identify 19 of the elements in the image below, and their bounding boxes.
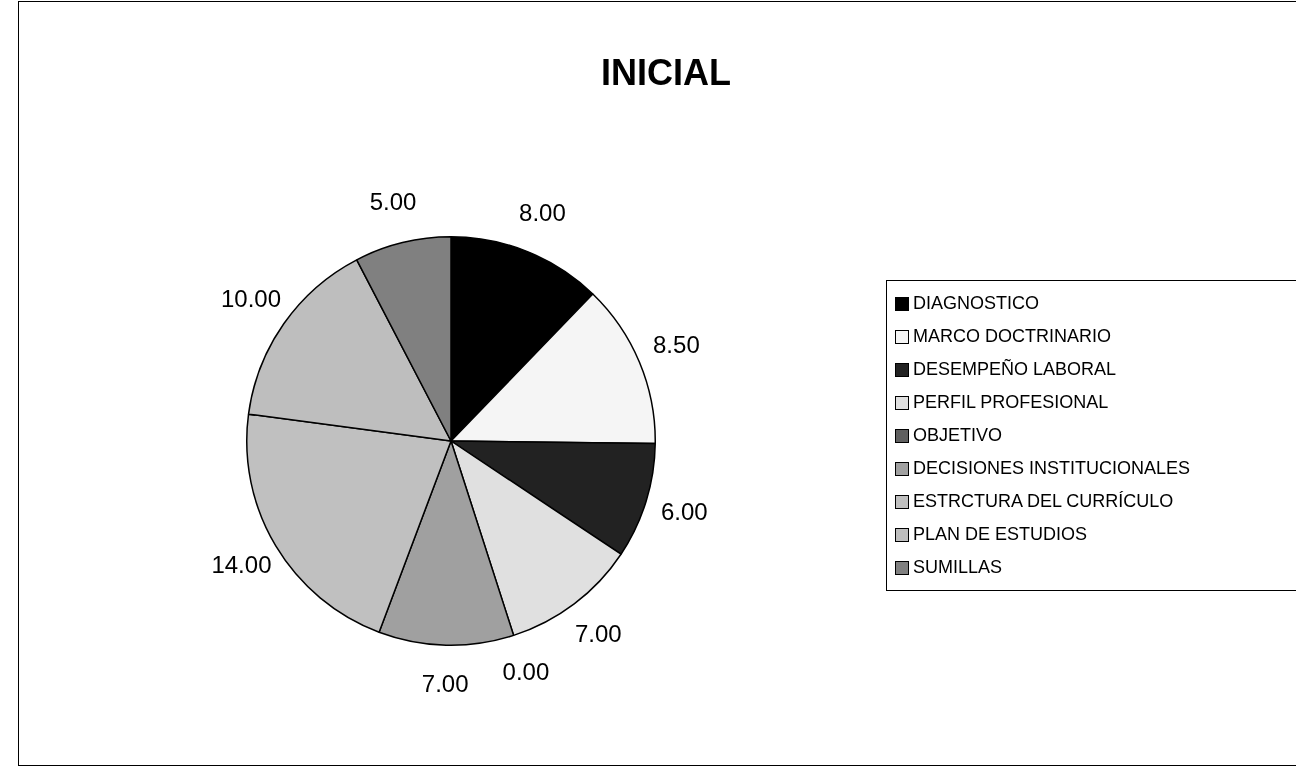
legend-label: PERFIL PROFESIONAL: [913, 392, 1109, 413]
legend-label: PLAN DE ESTUDIOS: [913, 524, 1088, 545]
legend-label: ESTRCTURA DEL CURRÍCULO: [913, 491, 1174, 512]
chart-title: INICIAL: [600, 52, 732, 94]
data-label: 14.00: [211, 551, 272, 579]
legend-label: DIAGNOSTICO: [913, 293, 1040, 314]
legend-label: DESEMPEÑO LABORAL: [913, 359, 1117, 380]
data-label: 10.00: [220, 285, 282, 313]
data-label: 8.00: [519, 199, 566, 227]
legend-label: SUMILLAS: [913, 557, 1003, 578]
text: 0.00: [502, 658, 550, 686]
data-label: 7.00: [574, 620, 622, 648]
legend-label: DECISIONES INSTITUCIONALES: [913, 458, 1191, 479]
legend-label: OBJETIVO: [913, 425, 1003, 446]
data-label: 6.00: [661, 497, 708, 525]
data-label: 7.00: [421, 669, 469, 697]
legend-label: MARCO DOCTRINARIO: [913, 326, 1111, 347]
data-label: 8.50: [653, 331, 700, 359]
data-label: 5.00: [369, 188, 417, 216]
